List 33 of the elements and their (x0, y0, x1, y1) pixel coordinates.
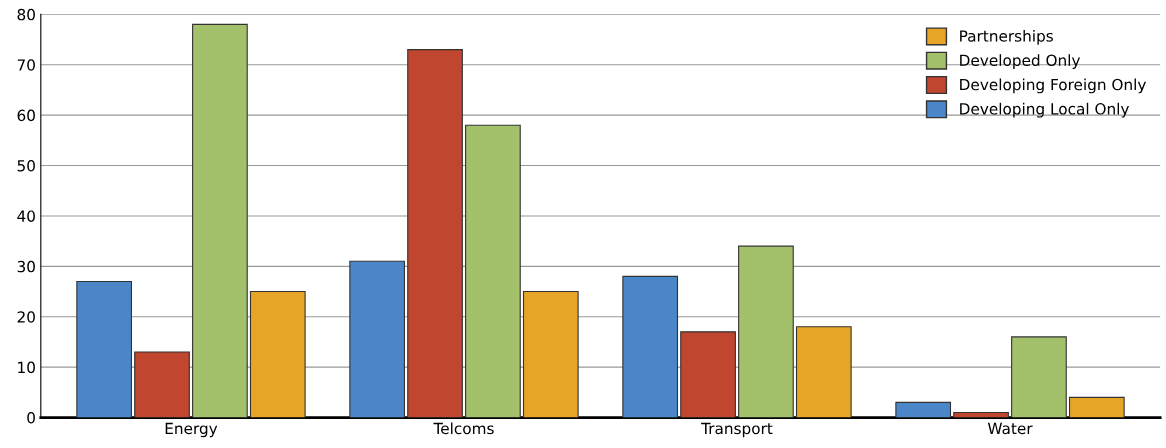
y-tick-label: 0 (27, 412, 35, 424)
bar (1068, 396, 1125, 418)
bar (1011, 336, 1067, 418)
bar (349, 260, 406, 418)
bar (895, 401, 952, 418)
bar (76, 280, 133, 418)
bar (622, 275, 679, 418)
y-tick-label: 70 (17, 59, 35, 71)
y-tick-label: 30 (17, 260, 35, 273)
bar (738, 245, 794, 418)
bar (192, 23, 248, 418)
legend-label: Partnerships (960, 29, 1053, 45)
bar (249, 290, 306, 418)
bar (953, 411, 1009, 418)
bar (522, 290, 579, 418)
x-tick-label: Energy (165, 422, 218, 438)
y-tick-label: 10 (18, 361, 35, 374)
legend-label: Developing Foreign Only (960, 78, 1146, 94)
x-tick-label: Telcoms (433, 422, 494, 435)
x-tick-label: Transport (701, 422, 773, 438)
x-tick-label: Water (987, 422, 1033, 435)
bar (134, 351, 190, 418)
y-tick-label: 60 (17, 109, 35, 122)
legend-label: Developed Only (960, 54, 1081, 69)
y-tick-label: 50 (17, 160, 35, 172)
legend-label: Developing Local Only (960, 102, 1130, 118)
bar (465, 124, 521, 418)
y-tick-label: 40 (17, 210, 35, 222)
y-tick-label: 80 (17, 8, 35, 21)
bar (680, 331, 736, 418)
bar (795, 326, 852, 418)
y-tick-label: 20 (17, 311, 35, 323)
bar (407, 49, 463, 418)
